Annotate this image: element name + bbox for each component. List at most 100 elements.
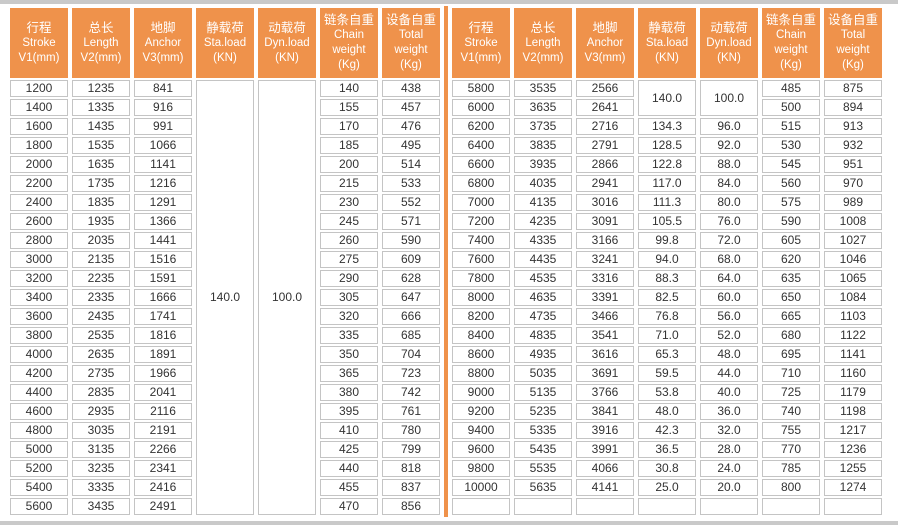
spec-cell: 155 bbox=[320, 99, 378, 116]
column-header-label-en: (Kg) bbox=[338, 59, 360, 71]
spec-cell: 485 bbox=[762, 80, 820, 97]
spec-cell: 128.5 bbox=[638, 137, 696, 154]
spec-cell: 4066 bbox=[576, 460, 634, 477]
spec-cell: 1400 bbox=[10, 99, 68, 116]
spec-table-right-header: 行程 Stroke V1(mm) 总长 Length V2(mm) 地脚 Anchor V3(m… bbox=[452, 8, 882, 78]
spec-cell: 4235 bbox=[514, 213, 572, 230]
spec-cell: 3135 bbox=[72, 441, 130, 458]
spec-cell: 410 bbox=[320, 422, 378, 439]
spec-cell: 96.0 bbox=[700, 118, 758, 135]
spec-cell: 3435 bbox=[72, 498, 130, 515]
spec-cell: 230 bbox=[320, 194, 378, 211]
spec-cell: 105.5 bbox=[638, 213, 696, 230]
spec-cell: 545 bbox=[762, 156, 820, 173]
column-header-label-en: Stroke bbox=[22, 36, 56, 49]
spec-cell: 2041 bbox=[134, 384, 192, 401]
spec-cell: 4435 bbox=[514, 251, 572, 268]
column-header: 行程 Stroke V1(mm) bbox=[10, 8, 68, 78]
spec-cell: 1891 bbox=[134, 346, 192, 363]
spec-cell: 1046 bbox=[824, 251, 882, 268]
table-row: 2000 1635 1141 200 514 bbox=[10, 156, 440, 173]
spec-cell: 800 bbox=[762, 479, 820, 496]
column-header-label-cn: 静载荷 bbox=[648, 20, 686, 35]
spec-table-left-body: 1200 1235 841 140.0 100.0 140 438 1400 1335 916 15… bbox=[10, 80, 440, 515]
spec-cell: 5000 bbox=[10, 441, 68, 458]
table-row: 1400 1335 916 155 457 bbox=[10, 99, 440, 116]
spec-cell: 932 bbox=[824, 137, 882, 154]
spec-cell: 1735 bbox=[72, 175, 130, 192]
spec-cell: 2635 bbox=[72, 346, 130, 363]
spec-cell: 710 bbox=[762, 365, 820, 382]
spec-cell: 685 bbox=[382, 327, 440, 344]
spec-cell: 88.0 bbox=[700, 156, 758, 173]
spec-cell: 52.0 bbox=[700, 327, 758, 344]
spec-cell: 8000 bbox=[452, 289, 510, 306]
table-row: 2400 1835 1291 230 552 bbox=[10, 194, 440, 211]
table-row: 8400 4835 3541 71.0 52.0 680 1122 bbox=[452, 327, 882, 344]
spec-cell bbox=[638, 498, 696, 515]
table-row: 6800 4035 2941 117.0 84.0 560 970 bbox=[452, 175, 882, 192]
spec-cell: 10000 bbox=[452, 479, 510, 496]
column-header-label-cn: 设备自重 bbox=[385, 13, 436, 27]
table-row: 10000 5635 4141 25.0 20.0 800 1274 bbox=[452, 479, 882, 496]
spec-cell: 500 bbox=[762, 99, 820, 116]
column-header-label-cn: 地脚 bbox=[592, 20, 618, 35]
spec-cell: 609 bbox=[382, 251, 440, 268]
spec-table-right: 行程 Stroke V1(mm) 总长 Length V2(mm) 地脚 Anchor V3(m… bbox=[448, 6, 886, 517]
spec-cell: 530 bbox=[762, 137, 820, 154]
table-row: 3400 2335 1666 305 647 bbox=[10, 289, 440, 306]
spec-cell: 185 bbox=[320, 137, 378, 154]
column-header-label-en: (KN) bbox=[213, 51, 237, 64]
spec-cell: 53.8 bbox=[638, 384, 696, 401]
spec-cell: 3735 bbox=[514, 118, 572, 135]
spec-cell: 1179 bbox=[824, 384, 882, 401]
spec-cell: 742 bbox=[382, 384, 440, 401]
spec-cell: 68.0 bbox=[700, 251, 758, 268]
spec-cell: 552 bbox=[382, 194, 440, 211]
spec-cell: 100.0 bbox=[258, 80, 316, 515]
column-header-label-en: Total bbox=[840, 29, 866, 41]
spec-cell: 140.0 bbox=[196, 80, 254, 515]
spec-cell: 215 bbox=[320, 175, 378, 192]
spec-cell: 1065 bbox=[824, 270, 882, 287]
spec-cell: 951 bbox=[824, 156, 882, 173]
spec-cell: 2535 bbox=[72, 327, 130, 344]
column-header: 地脚 Anchor V3(mm) bbox=[134, 8, 192, 78]
spec-cell: 3600 bbox=[10, 308, 68, 325]
spec-cell: 1141 bbox=[824, 346, 882, 363]
column-header: 设备自重 Total weight (Kg) bbox=[824, 8, 882, 78]
spec-cell: 3916 bbox=[576, 422, 634, 439]
spec-cell: 514 bbox=[382, 156, 440, 173]
spec-cell: 8400 bbox=[452, 327, 510, 344]
column-header-label-en: weight bbox=[836, 44, 870, 56]
spec-cell: 25.0 bbox=[638, 479, 696, 496]
column-header-label-cn: 链条自重 bbox=[765, 13, 816, 27]
spec-cell: 1255 bbox=[824, 460, 882, 477]
spec-cell: 2800 bbox=[10, 232, 68, 249]
table-row: 7800 4535 3316 88.3 64.0 635 1065 bbox=[452, 270, 882, 287]
table-row: 2800 2035 1441 260 590 bbox=[10, 232, 440, 249]
column-header-label-en: Total bbox=[398, 29, 424, 41]
spec-cell: 84.0 bbox=[700, 175, 758, 192]
table-row: 3600 2435 1741 320 666 bbox=[10, 308, 440, 325]
spec-cell: 76.8 bbox=[638, 308, 696, 325]
column-header: 动载荷 Dyn.load (KN) bbox=[700, 8, 758, 78]
spec-cell: 785 bbox=[762, 460, 820, 477]
column-header-label-en: (Kg) bbox=[780, 59, 802, 71]
spec-cell: 6400 bbox=[452, 137, 510, 154]
spec-cell: 3200 bbox=[10, 270, 68, 287]
spec-cell: 3466 bbox=[576, 308, 634, 325]
spec-cell: 3800 bbox=[10, 327, 68, 344]
table-row: 8000 4635 3391 82.5 60.0 650 1084 bbox=[452, 289, 882, 306]
spec-cell bbox=[700, 498, 758, 515]
spec-cell: 2400 bbox=[10, 194, 68, 211]
spec-cell: 1635 bbox=[72, 156, 130, 173]
spec-cell: 841 bbox=[134, 80, 192, 97]
spec-cell: 856 bbox=[382, 498, 440, 515]
spec-cell: 3635 bbox=[514, 99, 572, 116]
spec-cell bbox=[576, 498, 634, 515]
spec-cell: 5535 bbox=[514, 460, 572, 477]
column-header-label-en: (Kg) bbox=[842, 59, 864, 71]
spec-cell: 2341 bbox=[134, 460, 192, 477]
spec-cell: 2935 bbox=[72, 403, 130, 420]
